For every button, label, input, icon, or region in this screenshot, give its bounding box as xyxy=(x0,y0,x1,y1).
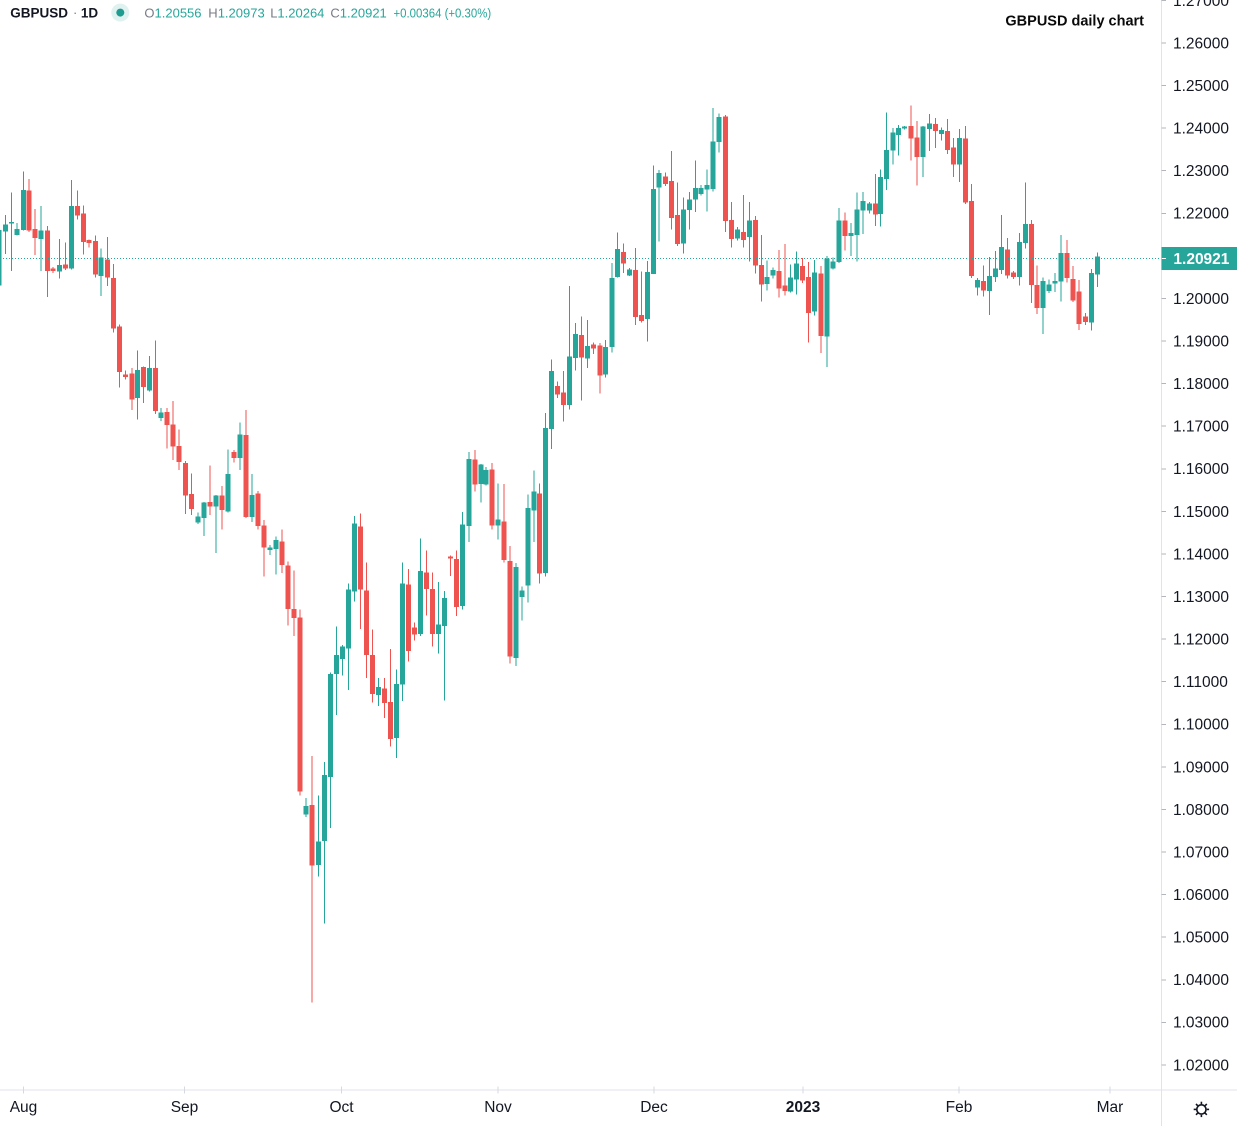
svg-text:1.07000: 1.07000 xyxy=(1173,844,1229,861)
svg-text:1.25000: 1.25000 xyxy=(1173,78,1229,95)
svg-text:1.12000: 1.12000 xyxy=(1173,632,1229,649)
svg-text:1.20000: 1.20000 xyxy=(1173,291,1229,308)
svg-text:1.16000: 1.16000 xyxy=(1173,461,1229,478)
svg-text:GBPUSD daily chart: GBPUSD daily chart xyxy=(1005,14,1144,30)
svg-text:1.26000: 1.26000 xyxy=(1173,35,1229,52)
svg-text:1.24000: 1.24000 xyxy=(1173,121,1229,138)
svg-text:1.08000: 1.08000 xyxy=(1173,802,1229,819)
svg-text:·: · xyxy=(73,5,77,20)
svg-text:Sep: Sep xyxy=(171,1099,199,1116)
svg-text:1.27000: 1.27000 xyxy=(1173,0,1229,10)
svg-text:1.19000: 1.19000 xyxy=(1173,334,1229,351)
svg-text:1D: 1D xyxy=(81,6,99,21)
svg-text:1.13000: 1.13000 xyxy=(1173,589,1229,606)
svg-text:1.18000: 1.18000 xyxy=(1173,376,1229,393)
svg-text:Nov: Nov xyxy=(484,1099,512,1116)
svg-text:GBPUSD: GBPUSD xyxy=(10,6,68,21)
svg-text:1.22000: 1.22000 xyxy=(1173,206,1229,223)
svg-text:1.20921: 1.20921 xyxy=(1173,251,1229,268)
svg-text:1.06000: 1.06000 xyxy=(1173,887,1229,904)
svg-text:2023: 2023 xyxy=(786,1099,821,1116)
svg-text:1.23000: 1.23000 xyxy=(1173,163,1229,180)
svg-text:1.14000: 1.14000 xyxy=(1173,546,1229,563)
svg-text:1.17000: 1.17000 xyxy=(1173,419,1229,436)
svg-text:1.02000: 1.02000 xyxy=(1173,1057,1229,1074)
svg-text:1.05000: 1.05000 xyxy=(1173,930,1229,947)
svg-text:Feb: Feb xyxy=(946,1099,973,1116)
svg-text:1.10000: 1.10000 xyxy=(1173,717,1229,734)
svg-text:1.03000: 1.03000 xyxy=(1173,1015,1229,1032)
svg-text:Aug: Aug xyxy=(10,1099,38,1116)
svg-text:1.04000: 1.04000 xyxy=(1173,972,1229,989)
svg-text:1.09000: 1.09000 xyxy=(1173,759,1229,776)
svg-text:Mar: Mar xyxy=(1097,1099,1124,1116)
svg-text:Dec: Dec xyxy=(640,1099,668,1116)
svg-text:Oct: Oct xyxy=(329,1099,354,1116)
svg-text:1.11000: 1.11000 xyxy=(1173,674,1228,691)
svg-text:1.15000: 1.15000 xyxy=(1173,504,1229,521)
